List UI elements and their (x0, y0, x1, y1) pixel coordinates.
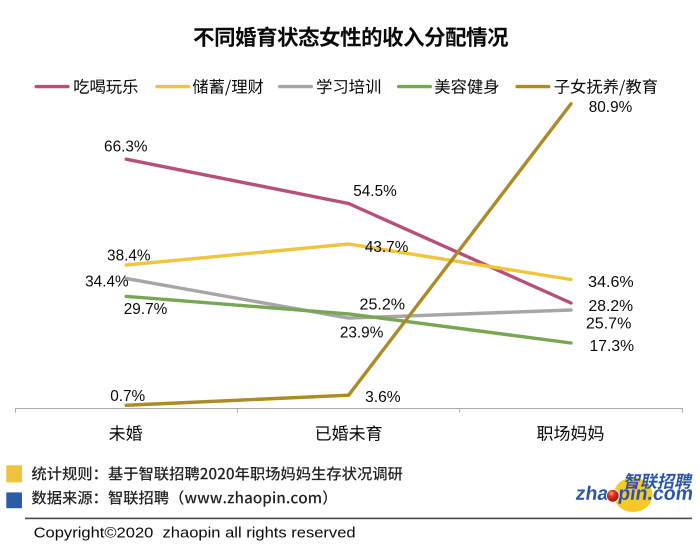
svg-text:28.2%: 28.2% (589, 298, 634, 315)
svg-text:3.6%: 3.6% (365, 389, 401, 406)
svg-text:34.6%: 34.6% (588, 274, 634, 291)
svg-text:0.7%: 0.7% (110, 388, 145, 405)
svg-text:43.7%: 43.7% (365, 239, 409, 256)
svg-text:25.2%: 25.2% (360, 296, 406, 313)
svg-text:38.4%: 38.4% (107, 247, 151, 264)
svg-text:Copyright©2020 zhaopin all ri: Copyright©2020 zhaopin all rights reserv… (34, 525, 356, 542)
svg-text:54.5%: 54.5% (353, 183, 397, 200)
svg-text:23.9%: 23.9% (340, 325, 384, 342)
svg-text:25.7%: 25.7% (586, 316, 632, 333)
svg-text:80.9%: 80.9% (589, 99, 633, 116)
svg-text:34.4%: 34.4% (85, 274, 129, 291)
svg-text:66.3%: 66.3% (104, 139, 148, 156)
svg-text:17.3%: 17.3% (590, 338, 635, 355)
svg-text:29.7%: 29.7% (124, 301, 168, 318)
